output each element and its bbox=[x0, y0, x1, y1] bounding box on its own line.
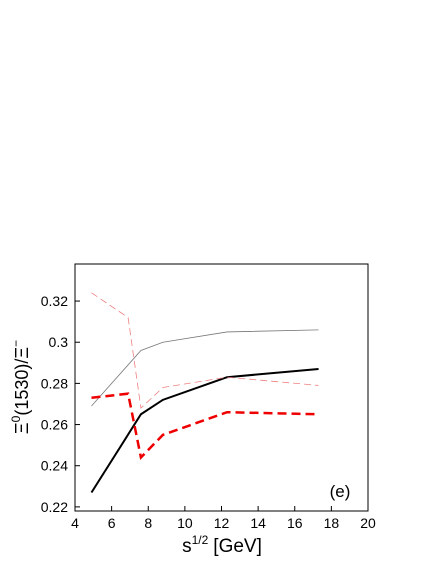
y-label-base: Ξ bbox=[12, 422, 32, 434]
x-tick-label: 6 bbox=[108, 515, 116, 531]
series-line bbox=[91, 392, 319, 461]
y-label-mid: (1530)/Ξ bbox=[12, 347, 32, 416]
x-tick-label: 12 bbox=[214, 515, 230, 531]
x-tick-label: 18 bbox=[324, 515, 340, 531]
x-label-base: s bbox=[182, 536, 192, 557]
y-tick-label: 0.24 bbox=[41, 458, 68, 474]
annotation: (e) bbox=[330, 482, 351, 501]
x-tick-label: 8 bbox=[144, 515, 152, 531]
x-label-rest: [GeV] bbox=[213, 536, 262, 557]
y-tick-label: 0.26 bbox=[41, 417, 68, 433]
y-label-sup: 0 bbox=[9, 415, 23, 422]
series-line bbox=[91, 329, 319, 407]
x-tick-label: 20 bbox=[360, 515, 376, 531]
x-tick-label: 14 bbox=[250, 515, 266, 531]
x-tick-label: 4 bbox=[71, 515, 79, 531]
plot-frame bbox=[74, 263, 369, 512]
series-line bbox=[91, 292, 319, 409]
x-axis-label: s1/2 [GeV] bbox=[182, 533, 262, 557]
y-tick-label: 0.22 bbox=[41, 499, 68, 515]
y-tick-label: 0.28 bbox=[41, 375, 68, 391]
y-axis-label: Ξ0(1530)/Ξ− bbox=[9, 340, 32, 434]
series-line bbox=[90, 367, 319, 494]
y-label-sup2: − bbox=[9, 340, 23, 347]
y-tick-label: 0.32 bbox=[41, 293, 68, 309]
x-label-sup: 1/2 bbox=[192, 533, 209, 547]
x-tick-label: 10 bbox=[177, 515, 193, 531]
y-tick-label: 0.3 bbox=[49, 334, 69, 350]
x-tick-label: 16 bbox=[287, 515, 303, 531]
